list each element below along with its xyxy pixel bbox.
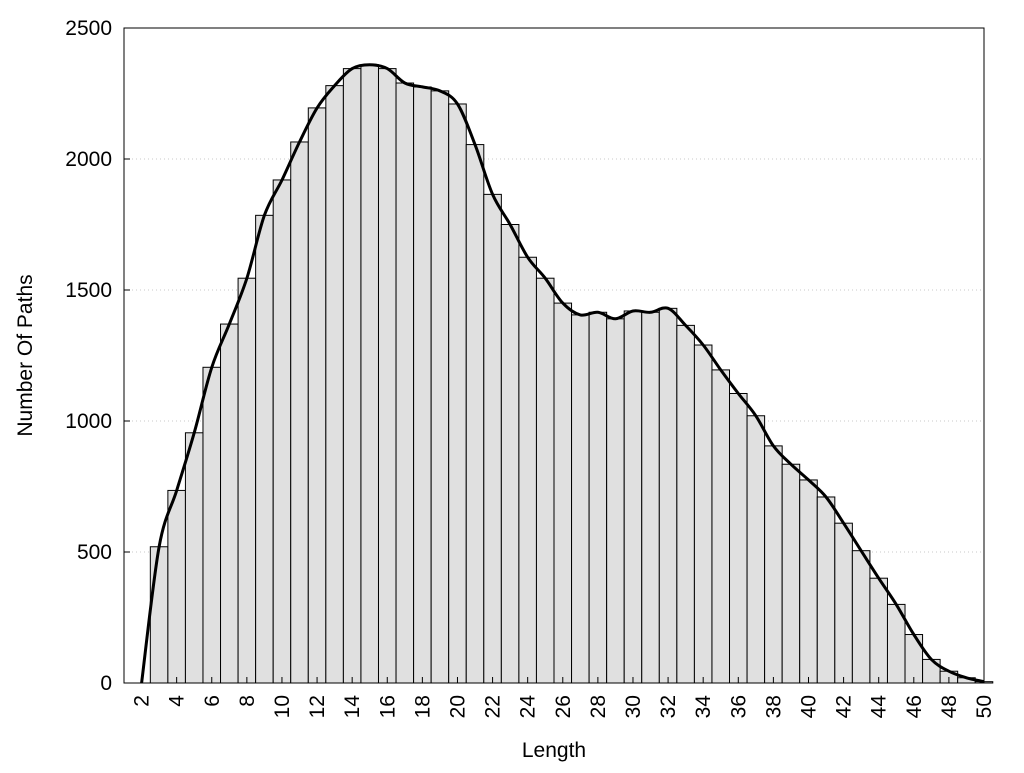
bar-7 — [220, 323, 239, 684]
bar-30 — [623, 310, 643, 684]
bar-3 — [149, 546, 169, 684]
bar-28 — [588, 311, 608, 684]
x-tick-label-2: 6 — [201, 695, 224, 707]
bar-10 — [272, 179, 292, 684]
bar-21 — [465, 144, 485, 684]
bar-12 — [307, 107, 327, 684]
x-tick-label-10: 22 — [482, 695, 505, 718]
bar-26 — [553, 302, 573, 684]
y-tick-label-5: 2500 — [65, 17, 112, 40]
bar-23 — [500, 224, 520, 684]
bar-25 — [535, 277, 555, 684]
x-tick-label-3: 8 — [236, 695, 259, 707]
x-tick-label-22: 46 — [903, 695, 926, 718]
x-tick-label-5: 12 — [306, 695, 329, 718]
bar-37 — [746, 415, 766, 684]
plot-frame — [123, 27, 985, 684]
bars — [149, 64, 994, 684]
x-tick-label-24: 50 — [973, 695, 996, 718]
bar-16 — [377, 68, 397, 684]
bar-27 — [571, 314, 590, 684]
bar-38 — [764, 445, 783, 684]
bar-31 — [641, 311, 660, 684]
bar-4 — [167, 489, 186, 684]
bar-14 — [342, 68, 362, 684]
x-tick-label-0: 2 — [131, 695, 154, 707]
bar-11 — [290, 141, 309, 684]
bar-24 — [518, 256, 537, 684]
bar-40 — [799, 479, 818, 684]
x-tick-label-16: 34 — [692, 695, 715, 719]
y-axis-label: Number Of Paths — [14, 274, 37, 436]
bar-18 — [413, 86, 432, 684]
bar-43 — [851, 550, 871, 684]
y-tick-label-1: 500 — [77, 541, 112, 564]
y-tick-label-3: 1500 — [65, 279, 112, 302]
x-tick-label-20: 42 — [833, 695, 856, 718]
trend-line — [140, 63, 985, 684]
bar-36 — [729, 392, 748, 684]
x-tick-label-4: 10 — [271, 695, 294, 718]
x-tick-label-1: 4 — [166, 695, 189, 707]
x-tick-label-19: 40 — [797, 695, 820, 718]
bar-17 — [395, 82, 415, 684]
x-tick-label-14: 30 — [622, 695, 645, 718]
bar-42 — [834, 522, 853, 684]
bar-22 — [483, 193, 502, 684]
x-tick-label-6: 14 — [341, 695, 364, 719]
x-tick-label-9: 20 — [446, 695, 469, 718]
x-tick-label-21: 44 — [868, 695, 891, 719]
bar-20 — [448, 103, 467, 684]
bar-39 — [781, 463, 801, 684]
x-tick-label-8: 18 — [411, 695, 434, 718]
bar-5 — [184, 432, 204, 684]
bar-13 — [325, 85, 344, 684]
bar-19 — [430, 90, 450, 684]
y-tick-label-2: 1000 — [65, 410, 112, 433]
x-axis-label: Length — [522, 739, 586, 762]
bar-32 — [658, 307, 678, 684]
bar-44 — [869, 577, 888, 684]
bar-6 — [202, 366, 222, 684]
x-tick-label-11: 24 — [517, 695, 540, 719]
x-tick-label-7: 16 — [376, 695, 399, 718]
y-axis-ticks: 0 500 1000 1500 2000 2500 — [65, 17, 130, 695]
bar-15 — [360, 64, 379, 684]
x-tick-label-13: 28 — [587, 695, 610, 718]
x-tick-label-18: 38 — [762, 695, 785, 718]
x-tick-label-15: 32 — [657, 695, 680, 718]
x-tick-label-17: 36 — [727, 695, 750, 718]
x-tick-label-23: 48 — [938, 695, 961, 718]
y-tick-label-0: 0 — [100, 672, 112, 695]
bar-9 — [255, 214, 274, 684]
bar-34 — [693, 344, 713, 684]
bar-33 — [676, 324, 695, 684]
y-tick-label-4: 2000 — [65, 148, 112, 171]
bar-29 — [606, 318, 625, 684]
bar-8 — [237, 277, 257, 684]
x-tick-label-12: 26 — [552, 695, 575, 718]
x-axis-ticks: 2 4 6 8 10 12 14 16 18 20 22 24 26 28 30 32 34 36 38 40 42 44… — [131, 677, 996, 718]
trend-line-group — [140, 63, 985, 684]
bar-41 — [816, 496, 836, 684]
bar-35 — [711, 369, 731, 684]
